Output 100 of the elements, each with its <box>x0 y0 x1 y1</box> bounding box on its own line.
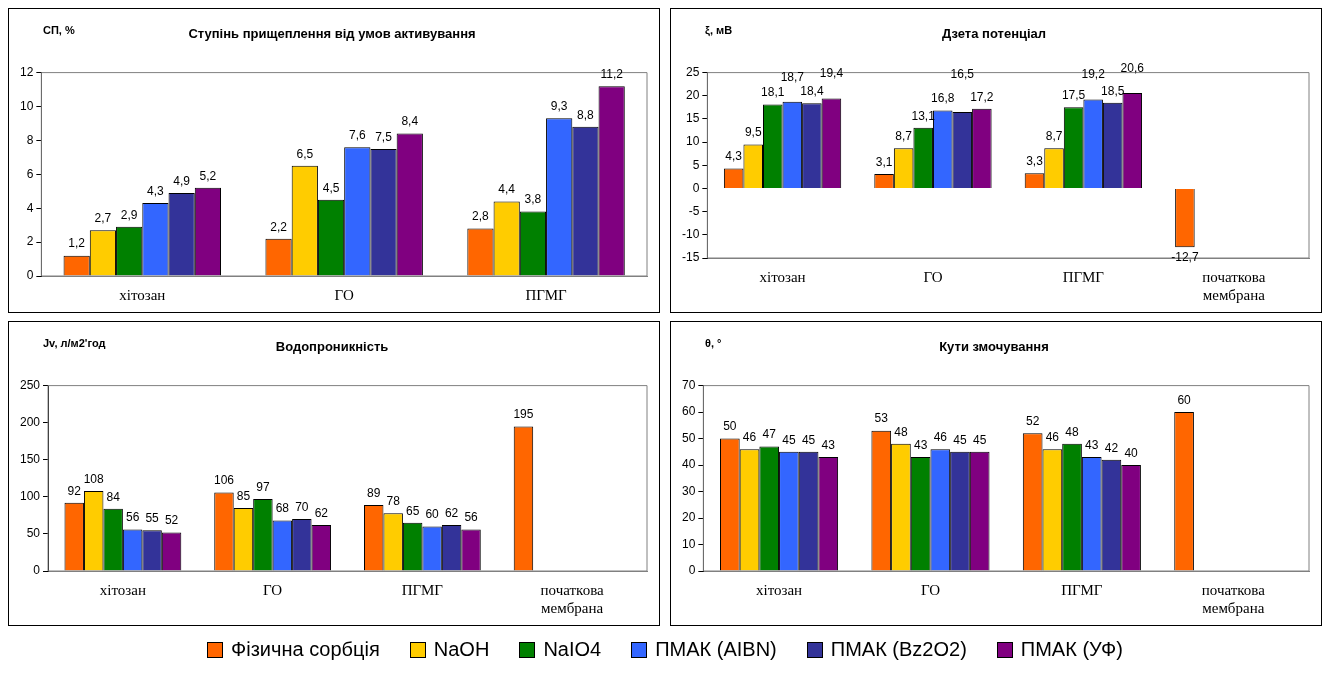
data-label: 8,7 <box>895 128 913 143</box>
x-tick-label: початкова мембрана <box>540 581 605 616</box>
y-tick-label: 40 <box>681 457 696 472</box>
data-label: 43 <box>913 437 928 452</box>
y-tick-label: 25 <box>685 64 700 79</box>
data-label: 9,3 <box>550 99 568 114</box>
y-axis-title: ξ, мВ <box>705 24 733 38</box>
y-tick-label: 0 <box>692 180 700 195</box>
data-label: 68 <box>275 501 290 516</box>
data-label: 2,7 <box>94 211 112 226</box>
legend-label: NaOH <box>433 638 490 661</box>
data-label: 43 <box>1085 437 1099 452</box>
data-label: 18,5 <box>1101 83 1125 98</box>
data-label: 97 <box>256 479 270 494</box>
y-tick-label: 50 <box>26 526 41 541</box>
data-label: 5,2 <box>199 168 217 183</box>
data-label: 52 <box>1025 414 1040 429</box>
data-label: 4,5 <box>322 180 340 195</box>
y-tick-label: -15 <box>682 250 700 265</box>
data-label: 11,2 <box>600 66 624 81</box>
y-axis-title: СП, % <box>43 24 75 37</box>
y-axis-title: θ, ° <box>705 337 722 350</box>
data-label: 47 <box>762 427 777 442</box>
chart-title: Ступінь прищеплення від умов активування <box>188 26 476 42</box>
data-label: 18,4 <box>800 84 824 98</box>
y-tick-label: 20 <box>681 510 696 525</box>
y-tick-label: 12 <box>19 64 34 79</box>
y-tick-label: -5 <box>688 203 700 218</box>
y-tick-label: 10 <box>19 98 34 113</box>
data-label: 8,7 <box>1045 128 1063 143</box>
data-label: 18,1 <box>761 85 785 100</box>
data-label: 2,2 <box>270 219 288 234</box>
legend-label: ПМАК (AIBN) <box>655 638 777 661</box>
data-label: 3,1 <box>875 154 893 169</box>
x-tick-label: хітозан <box>755 581 803 598</box>
y-tick-label: 30 <box>681 483 696 498</box>
data-label: 62 <box>314 505 329 520</box>
x-tick-label: ПГМГ <box>401 581 444 598</box>
data-label: 7,6 <box>348 127 366 142</box>
data-label: 48 <box>894 424 908 439</box>
data-label: 56 <box>125 510 140 525</box>
data-label: 108 <box>83 471 105 486</box>
x-tick-label: ГО <box>334 286 354 303</box>
y-axis-title: Jv, л/м2'год <box>43 337 106 350</box>
data-label: 18,7 <box>780 69 805 84</box>
y-tick-label: 250 <box>19 377 41 392</box>
y-tick-label: 8 <box>26 132 34 147</box>
data-label: 43 <box>821 437 836 452</box>
data-label: 92 <box>67 483 82 498</box>
data-label: 40 <box>1124 445 1139 460</box>
data-label: 65 <box>405 503 420 518</box>
data-label: 45 <box>953 432 967 447</box>
data-label: 45 <box>782 432 796 447</box>
y-tick-label: 0 <box>688 563 696 578</box>
y-tick-label: 5 <box>692 157 700 172</box>
data-label: 53 <box>874 411 889 426</box>
data-label: 50 <box>723 419 737 434</box>
data-label: 6,5 <box>296 146 314 161</box>
y-tick-label: 100 <box>19 489 41 504</box>
data-label: 8,8 <box>577 107 595 122</box>
y-tick-label: 0 <box>33 563 41 578</box>
x-tick-label: ПГМГ <box>525 286 568 303</box>
data-label: 42 <box>1104 440 1119 455</box>
legend-label: Фізична сорбція <box>231 638 380 661</box>
legend-label: NaIO4 <box>543 638 602 661</box>
y-tick-label: 50 <box>681 430 696 445</box>
x-tick-label: хітозан <box>119 286 166 303</box>
data-label: 46 <box>933 429 948 444</box>
data-label: 48 <box>1065 424 1080 439</box>
data-label: 7,5 <box>375 129 393 144</box>
x-tick-label: ПГМГ <box>1061 581 1103 598</box>
y-tick-label: 20 <box>685 88 700 103</box>
chart-title: Дзета потенціал <box>941 26 1047 42</box>
data-label: 46 <box>742 429 757 444</box>
data-label: 19,2 <box>1081 67 1106 82</box>
data-label: 16,8 <box>931 91 955 106</box>
data-label: 60 <box>425 507 440 522</box>
y-tick-label: 15 <box>685 111 700 126</box>
data-label: 3,3 <box>1026 153 1044 168</box>
data-label: 195 <box>513 407 534 422</box>
data-label: 16,5 <box>950 66 975 81</box>
data-label: 2,9 <box>120 207 138 222</box>
x-tick-label: початкова мембрана <box>1202 268 1266 303</box>
y-tick-label: 200 <box>19 414 41 429</box>
y-tick-label: 10 <box>685 134 700 149</box>
data-label: 62 <box>444 505 459 520</box>
data-label: 52 <box>164 513 179 528</box>
data-label: 46 <box>1045 429 1060 444</box>
data-label: 84 <box>106 489 121 504</box>
data-label: 55 <box>145 511 160 526</box>
x-tick-label: ГО <box>923 268 943 285</box>
data-label: 20,6 <box>1120 60 1145 75</box>
data-label: 106 <box>213 473 235 488</box>
data-label: 45 <box>973 432 987 447</box>
x-tick-label: ГО <box>263 581 283 598</box>
y-tick-label: 150 <box>19 452 41 467</box>
x-tick-label: початкова мембрана <box>1201 581 1266 616</box>
data-label: 70 <box>295 499 309 514</box>
y-tick-label: 60 <box>681 404 696 419</box>
data-label: 2,8 <box>472 209 490 224</box>
